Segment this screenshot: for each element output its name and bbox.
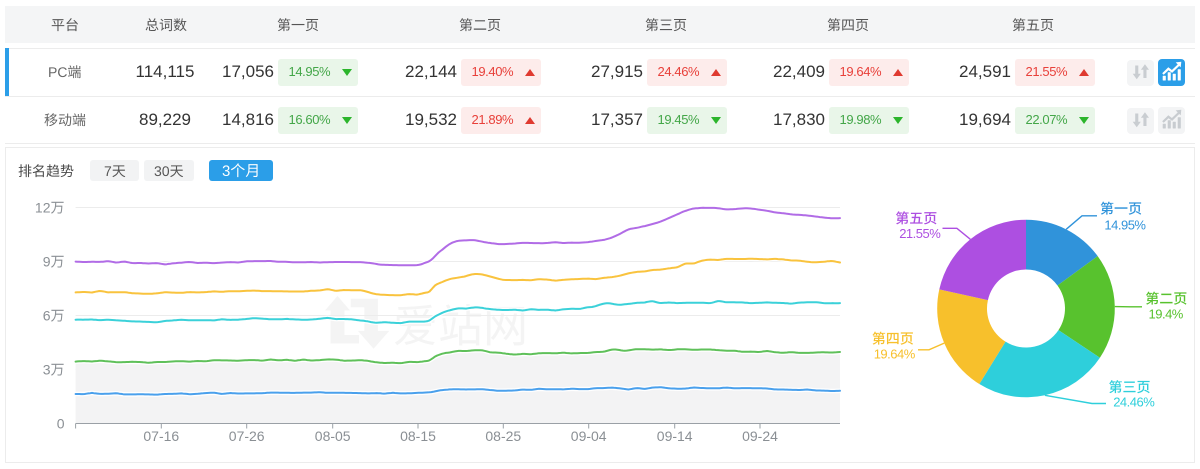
svg-text:09-14: 09-14 (657, 428, 693, 444)
svg-text:9: 9 (43, 254, 51, 270)
svg-text:14.95%: 14.95% (1104, 218, 1146, 233)
svg-text:08-05: 08-05 (315, 428, 351, 444)
svg-text:6: 6 (43, 308, 51, 324)
svg-text:0: 0 (57, 416, 65, 432)
svg-text:08-25: 08-25 (485, 428, 521, 444)
svg-text:08-15: 08-15 (400, 428, 436, 444)
svg-text:3: 3 (43, 362, 51, 378)
svg-text:07-16: 07-16 (143, 428, 179, 444)
svg-text:21.55%: 21.55% (899, 226, 941, 241)
svg-text:24.46%: 24.46% (1113, 395, 1155, 410)
svg-text:09-04: 09-04 (571, 428, 607, 444)
svg-text:07-26: 07-26 (229, 428, 265, 444)
svg-text:19.64%: 19.64% (874, 346, 916, 361)
svg-text:09-24: 09-24 (742, 428, 778, 444)
svg-text:19.4%: 19.4% (1149, 307, 1184, 322)
svg-text:12: 12 (35, 200, 51, 216)
